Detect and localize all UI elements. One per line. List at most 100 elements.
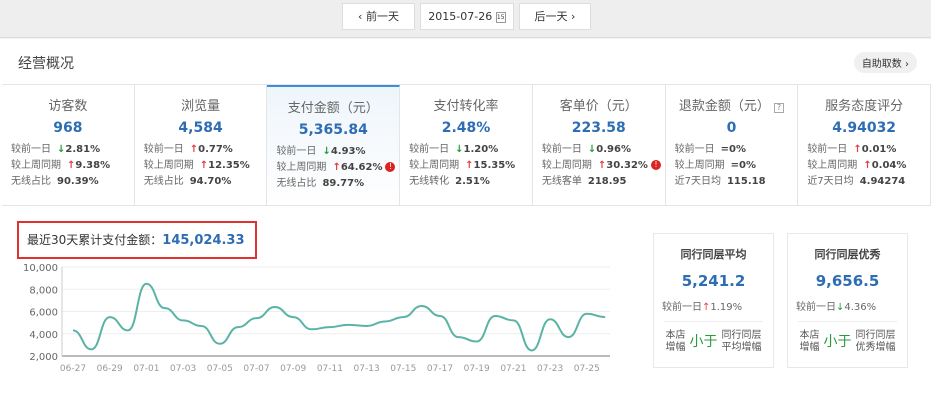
x-tick-label: 07-01	[133, 364, 159, 374]
metric-compare-row: 较上周同期 ↑0.04%	[807, 160, 907, 171]
peer-title: 同行同层平均	[680, 248, 747, 261]
metric-title: 客单价（元）	[559, 99, 638, 114]
help-icon[interactable]: ?	[774, 103, 785, 113]
arrow-up-icon: ↑	[863, 160, 872, 171]
date-picker[interactable]: 2015-07-26 15	[420, 3, 514, 30]
next-day-button[interactable]: 后一天 ›	[519, 3, 591, 30]
x-tick-label: 07-09	[280, 364, 306, 374]
y-tick-label: 10,000	[23, 263, 58, 274]
metric-compare-row: 较上周同期 ↑30.32%!	[542, 158, 665, 174]
metric-compare-row: 较前一日 ↑0.77%	[143, 144, 233, 155]
y-tick-label: 2,000	[29, 352, 58, 363]
metric-compare-row: 近7天日均 4.94274	[807, 176, 906, 187]
equal-icon: =	[720, 144, 729, 155]
metric-compare-row: 无线占比 90.39%	[11, 176, 99, 187]
series-line	[72, 282, 606, 352]
metric-tab[interactable]: 访客数 968 较前一日 ↓2.81% 较上周同期 ↑9.38% 无线占比 90.39%	[2, 85, 135, 205]
metric-tab[interactable]: 支付金额（元） 5,365.84 较前一日 ↓4.93% 较上周同期 ↑64.62%! 无线…	[267, 85, 401, 205]
store-growth-label: 本店 增幅	[665, 330, 686, 353]
peer-growth-label: 同行同层 优秀增幅	[855, 330, 896, 353]
business-overview-panel: 经营概况 自助取数 › 访客数 968 较前一日 ↓2.81% 较上周同期 ↑9.38% 无…	[0, 39, 931, 400]
metric-compare-row: 较上周同期 ↑9.38%	[11, 160, 111, 171]
metric-tab[interactable]: 服务态度评分 4.94032 较前一日 ↑0.01% 较上周同期 ↑0.04% 近7天日均 4…	[798, 85, 931, 205]
metric-title: 退款金额（元） ?	[675, 95, 798, 114]
metric-compare-row: 较前一日 =0%	[674, 144, 746, 155]
peer-growth-label: 同行同层 平均增幅	[721, 330, 762, 353]
x-tick-label: 07-03	[170, 364, 196, 374]
x-tick-label: 06-27	[60, 364, 86, 374]
arrow-down-icon: ↓	[322, 146, 331, 157]
metric-value: 4.94032	[832, 120, 897, 136]
metric-compare-row: 较前一日 ↓0.96%	[541, 144, 631, 155]
metric-compare-row: 无线客单 218.95	[541, 176, 627, 187]
metric-value: 0	[726, 120, 737, 136]
metric-compare-row: 较前一日 ↓4.93%	[276, 146, 366, 157]
metric-compare-row: 无线占比 89.77%	[276, 178, 365, 189]
metric-title: 服务态度评分	[825, 99, 904, 114]
self-service-button[interactable]: 自助取数 ›	[853, 52, 917, 73]
arrow-down-icon: ↓	[587, 144, 597, 155]
metric-value: 2.48%	[441, 120, 491, 136]
x-tick-label: 07-25	[574, 364, 600, 374]
peer-compare: 较前一日↓4.36%	[796, 302, 877, 313]
x-tick-label: 07-05	[207, 364, 233, 374]
peer-card: 同行同层平均 5,241.2 较前一日↑1.19% 本店 增幅 小于 同行同层 平均…	[653, 233, 774, 368]
arrow-up-icon: ↑	[199, 160, 209, 171]
metric-value: 5,365.84	[298, 122, 368, 138]
arrow-up-icon: ↑	[702, 302, 711, 313]
arrow-up-icon: ↑	[465, 160, 474, 171]
metric-tab[interactable]: 浏览量 4,584 较前一日 ↑0.77% 较上周同期 ↑12.35% 无线占比 94.70%	[135, 85, 268, 205]
metric-title: 访客数	[48, 99, 88, 114]
metric-compare-row: 较上周同期 ↑15.35%	[409, 160, 516, 171]
metric-compare-row: 较前一日 ↑0.01%	[807, 144, 897, 155]
peer-compare: 较前一日↑1.19%	[662, 302, 743, 313]
metric-compare-row: 较前一日 ↓1.20%	[409, 144, 499, 155]
x-tick-label: 07-19	[464, 364, 490, 374]
prev-day-button[interactable]: ‹ 前一天	[342, 3, 415, 30]
arrow-up-icon: ↑	[189, 144, 199, 155]
metric-value: 968	[53, 120, 83, 136]
metric-compare-row: 较上周同期 ↑64.62%!	[276, 160, 399, 176]
comparison-result: 小于	[823, 334, 852, 350]
peer-title: 同行同层优秀	[814, 248, 881, 261]
arrow-up-icon: ↑	[853, 144, 862, 155]
metric-compare-row: 较上周同期 ↑12.35%	[143, 160, 250, 171]
arrow-up-icon: ↑	[332, 162, 341, 173]
x-tick-label: 07-21	[500, 364, 526, 374]
x-tick-label: 06-29	[97, 364, 123, 374]
x-tick-label: 07-15	[390, 364, 416, 374]
y-tick-label: 4,000	[29, 330, 58, 341]
arrow-up-icon: ↑	[597, 160, 607, 171]
metric-tab[interactable]: 支付转化率 2.48% 较前一日 ↓1.20% 较上周同期 ↑15.35% 无线转化 2.51…	[400, 85, 533, 205]
metric-title: 支付金额（元）	[287, 101, 379, 116]
y-tick-label: 6,000	[29, 308, 58, 319]
metric-title: 支付转化率	[433, 99, 499, 114]
comparison-result: 小于	[689, 334, 718, 350]
arrow-down-icon: ↓	[455, 144, 464, 155]
metric-compare-row: 无线占比 94.70%	[143, 176, 232, 187]
peer-card: 同行同层优秀 9,656.5 较前一日↓4.36% 本店 增幅 小于 同行同层 优秀…	[787, 233, 908, 368]
equal-icon: =	[730, 160, 739, 171]
metric-tab[interactable]: 客单价（元） 223.58 较前一日 ↓0.96% 较上周同期 ↑30.32%! 无线客单 2…	[533, 85, 666, 205]
x-tick-label: 07-17	[427, 364, 453, 374]
x-tick-label: 07-13	[354, 364, 380, 374]
metric-compare-row: 无线转化 2.51%	[409, 176, 490, 187]
alert-icon[interactable]: !	[385, 162, 396, 172]
store-growth-label: 本店 增幅	[799, 330, 820, 353]
x-tick-label: 07-07	[243, 364, 269, 374]
metric-tab[interactable]: 退款金额（元） ? 0 较前一日 =0% 较上周同期 =0% 近7天日均 115.18	[666, 85, 799, 205]
metric-value: 4,584	[178, 120, 223, 136]
metric-compare-row: 较上周同期 =0%	[674, 160, 756, 171]
cumulative-label: 最近30天累计支付金额：	[27, 233, 163, 247]
metric-compare-row: 较前一日 ↓2.81%	[11, 144, 101, 155]
metric-compare-row: 近7天日均 115.18	[674, 176, 766, 187]
page-title: 经营概况	[18, 56, 74, 72]
arrow-up-icon: ↑	[67, 160, 76, 171]
metric-value: 223.58	[571, 120, 626, 136]
metrics-row: 访客数 968 较前一日 ↓2.81% 较上周同期 ↑9.38% 无线占比 90.39% 浏览量…	[2, 84, 931, 206]
date-navigation: ‹ 前一天 2015-07-26 15 后一天 ›	[0, 0, 931, 38]
y-tick-label: 8,000	[29, 285, 58, 296]
alert-icon[interactable]: !	[650, 160, 661, 170]
payment-trend-chart: 2,000 4,000 6,000 8,000 10,000 06-27 06-29 07-0…	[23, 263, 610, 374]
cumulative-payment-box: 最近30天累计支付金额：145,024.33	[17, 221, 257, 259]
